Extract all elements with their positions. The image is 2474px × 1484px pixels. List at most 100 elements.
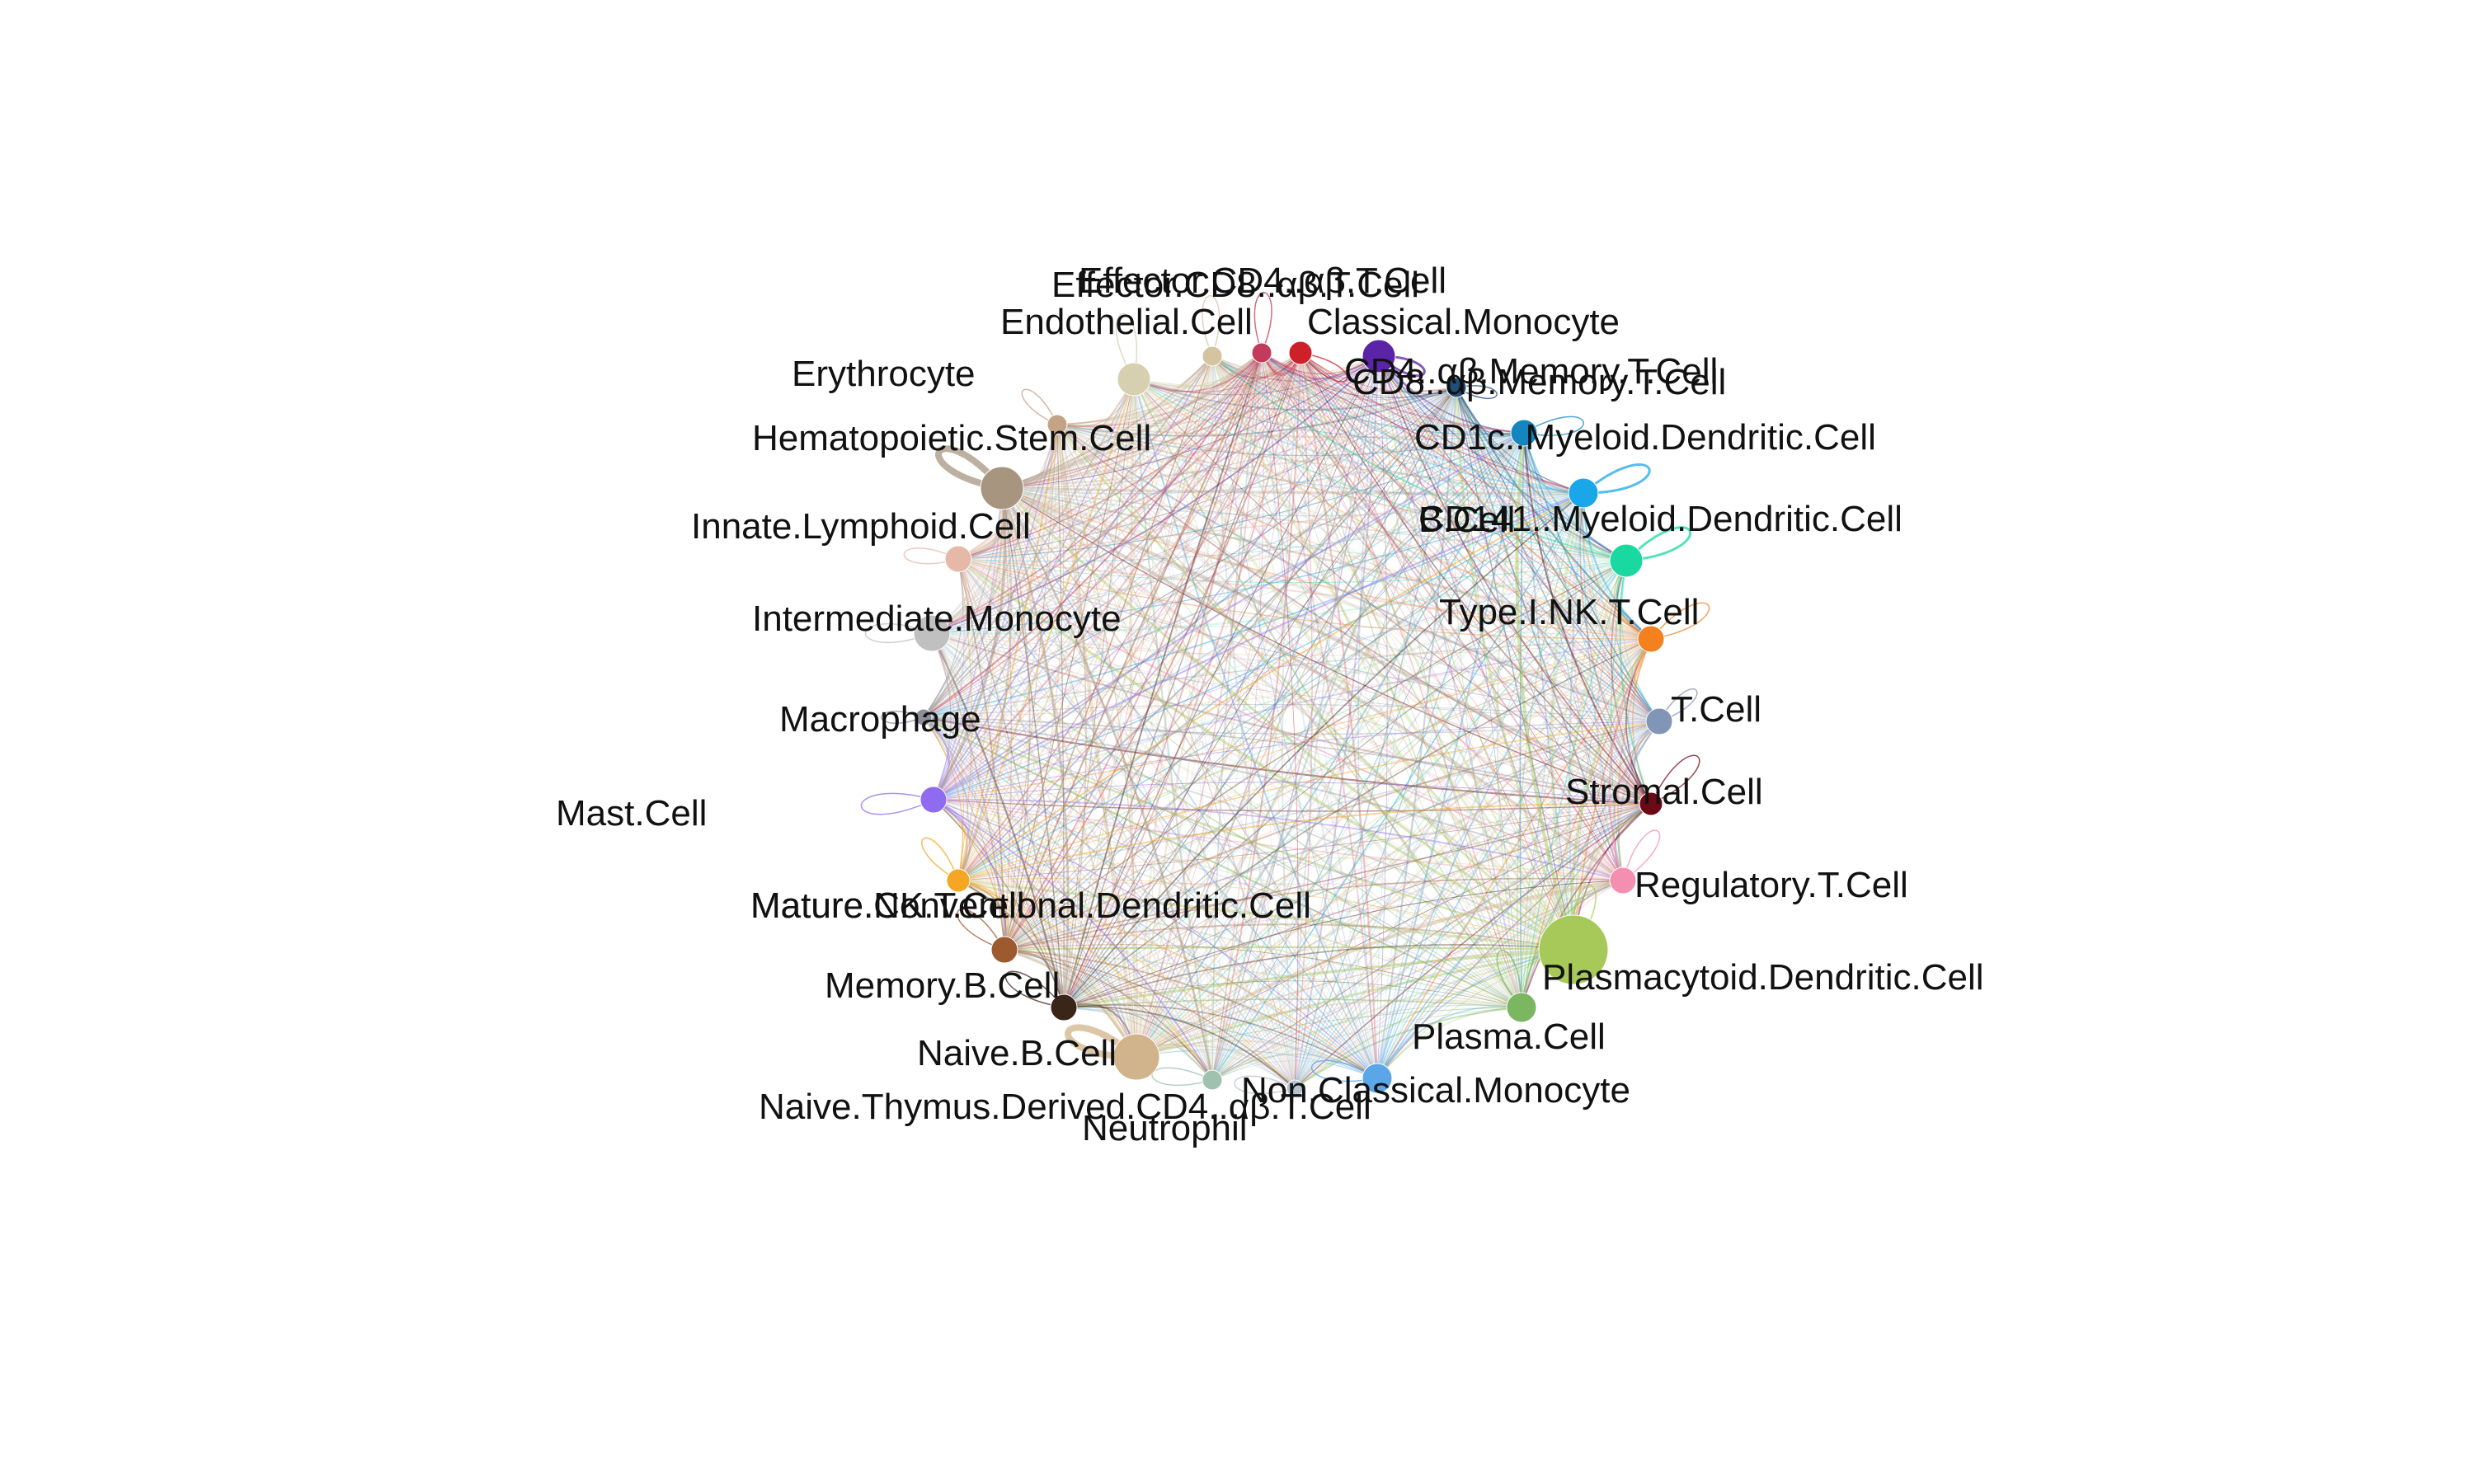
edge-19-15 — [933, 799, 1137, 1058]
edge-27-24 — [1056, 352, 1263, 427]
edge-17-1 — [1004, 355, 1380, 951]
edge-17-7 — [1004, 720, 1660, 951]
edge-23-15 — [1001, 487, 1137, 1058]
edge-27-13 — [1261, 352, 1299, 1089]
self-loop-24 — [1021, 388, 1058, 425]
edge-3-10 — [1523, 432, 1574, 951]
node-19[interactable] — [920, 786, 948, 814]
node-10[interactable] — [1538, 914, 1609, 985]
edge-7-26 — [1211, 355, 1660, 722]
self-loop-22 — [903, 547, 959, 565]
edge-26-4 — [1211, 355, 1584, 494]
edge-27-16 — [1063, 352, 1263, 1008]
node-9[interactable] — [1609, 866, 1637, 895]
node-4[interactable] — [1568, 477, 1599, 509]
edge-0-6 — [1300, 352, 1652, 640]
edge-24-6 — [1056, 424, 1652, 640]
edge-27-8 — [1261, 352, 1652, 805]
edge-1-6 — [1378, 355, 1652, 640]
edge-15-4 — [1136, 492, 1584, 1058]
edge-27-2 — [1261, 352, 1457, 392]
node-12[interactable] — [1362, 1063, 1393, 1094]
node-11[interactable] — [1506, 992, 1537, 1023]
node-8[interactable] — [1639, 791, 1663, 816]
node-25[interactable] — [1117, 362, 1151, 397]
edge-7-13 — [1294, 721, 1660, 1089]
node-26[interactable] — [1202, 345, 1223, 367]
edge-2-26 — [1211, 355, 1457, 401]
node-23[interactable] — [980, 466, 1024, 510]
edge-25-0 — [1133, 352, 1301, 387]
edge-10-5 — [1565, 560, 1628, 951]
edge-25-1 — [1133, 355, 1380, 387]
edge-4-1 — [1378, 355, 1584, 494]
edge-21-5 — [931, 560, 1627, 634]
node-20[interactable] — [915, 708, 933, 726]
edge-27-25 — [1133, 352, 1263, 392]
edge-12-25 — [1133, 378, 1378, 1079]
node-13[interactable] — [1286, 1079, 1304, 1097]
node-label-18: Mature.Conventional.Dendritic.Cell — [750, 885, 1311, 926]
node-5[interactable] — [1609, 543, 1644, 578]
edge-27-6 — [1261, 352, 1652, 640]
node-15[interactable] — [1112, 1033, 1160, 1081]
edge-11-15 — [1136, 1007, 1522, 1058]
edge-0-22 — [957, 352, 1301, 560]
edge-27-18 — [957, 352, 1263, 881]
node-7[interactable] — [1645, 707, 1673, 735]
edge-7-19 — [933, 721, 1660, 801]
edge-24-26 — [1056, 355, 1213, 425]
node-0[interactable] — [1288, 340, 1313, 365]
edge-5-18 — [957, 560, 1627, 881]
node-label-8: Stromal.Cell — [1565, 772, 1763, 812]
node-label-2: CD4..αβ.Memory.T.Cell — [1344, 351, 1718, 392]
edge-12-21 — [931, 632, 1378, 1079]
edge-19-16 — [933, 799, 1065, 1008]
node-14[interactable] — [1202, 1069, 1223, 1091]
edge-3-8 — [1523, 432, 1652, 805]
edge-0-25 — [1133, 352, 1301, 393]
node-21[interactable] — [913, 614, 951, 652]
self-loop-1 — [1378, 355, 1426, 378]
node-24[interactable] — [1047, 414, 1068, 435]
edge-5-10 — [1573, 560, 1627, 951]
edge-26-13 — [1211, 355, 1296, 1089]
edge-18-23 — [957, 487, 1003, 881]
node-18[interactable] — [946, 868, 971, 893]
edge-23-20 — [922, 487, 1004, 718]
node-27[interactable] — [1251, 342, 1272, 364]
edge-23-4 — [1001, 486, 1584, 495]
edge-2-0 — [1300, 352, 1457, 398]
edge-4-23 — [1001, 487, 1584, 517]
edge-23-6 — [1001, 486, 1652, 641]
edge-13-22 — [957, 558, 1296, 1089]
edge-11-12 — [1376, 1006, 1522, 1079]
edge-23-25 — [1001, 378, 1135, 489]
self-loop-9 — [1622, 829, 1661, 881]
edge-24-9 — [1056, 424, 1624, 881]
edge-19-1 — [933, 355, 1380, 801]
node-label-20: Macrophage — [779, 699, 981, 740]
edge-21-10 — [931, 632, 1574, 951]
edge-18-0 — [957, 352, 1301, 881]
edge-21-8 — [931, 632, 1652, 805]
node-label-16: Memory.B.Cell — [825, 965, 1060, 1006]
node-2[interactable] — [1446, 377, 1467, 398]
edge-9-12 — [1376, 880, 1624, 1079]
edge-25-3 — [1133, 378, 1525, 434]
edge-1-12 — [1376, 355, 1388, 1079]
node-3[interactable] — [1510, 419, 1538, 447]
edge-25-16 — [1063, 378, 1137, 1008]
node-17[interactable] — [990, 936, 1018, 964]
node-layer — [913, 339, 1673, 1097]
edge-13-20 — [923, 716, 1296, 1089]
edge-4-15 — [1136, 492, 1584, 1058]
node-16[interactable] — [1050, 993, 1078, 1021]
edge-14-5 — [1211, 560, 1627, 1081]
node-22[interactable] — [944, 545, 972, 573]
node-1[interactable] — [1362, 339, 1396, 373]
edge-3-21 — [931, 432, 1525, 634]
edge-8-22 — [957, 558, 1652, 805]
node-6[interactable] — [1637, 625, 1665, 653]
edge-8-15 — [1136, 803, 1652, 1058]
